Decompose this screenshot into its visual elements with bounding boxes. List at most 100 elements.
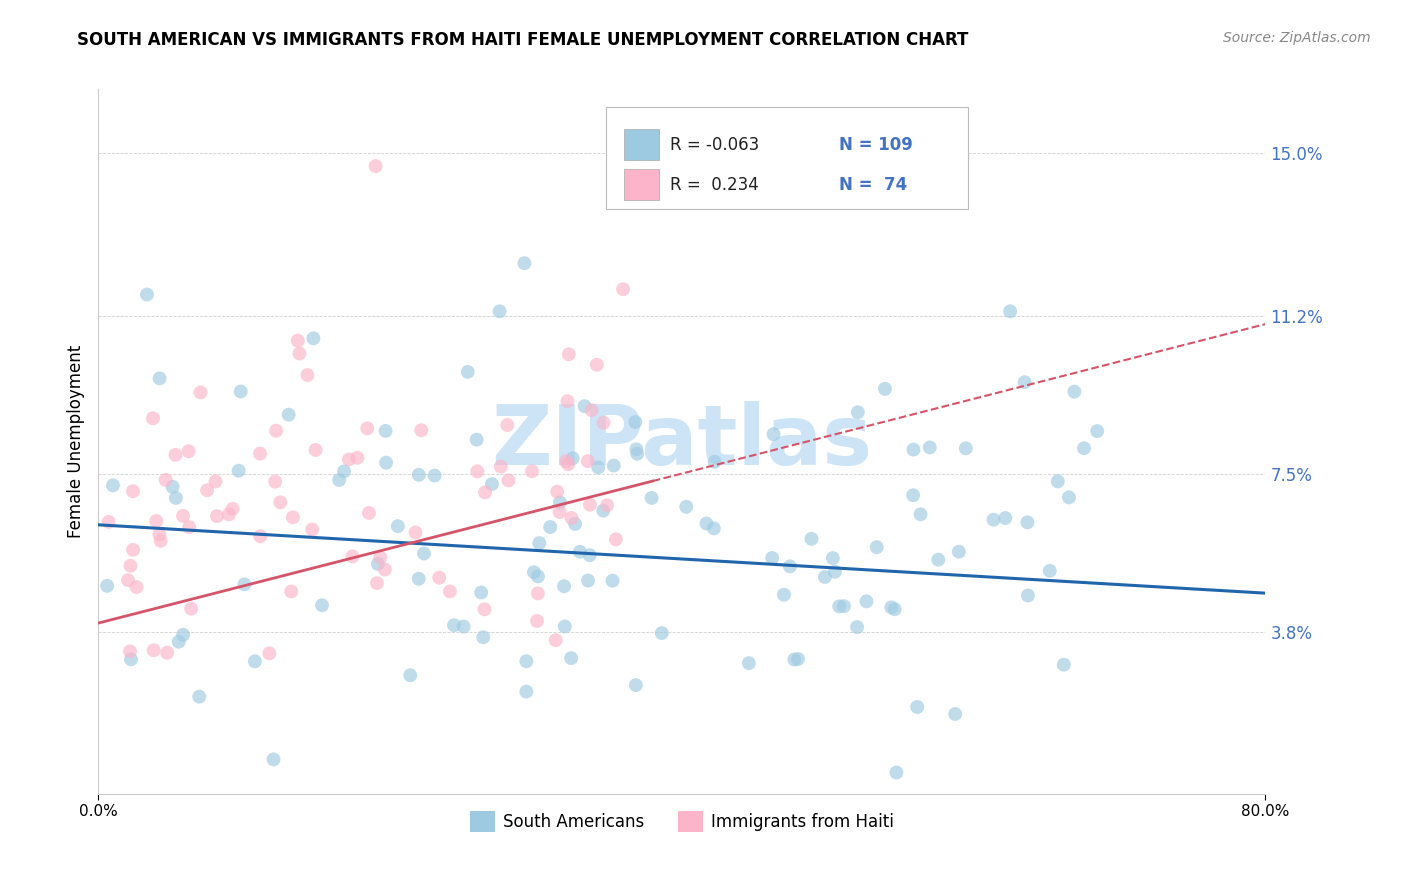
Point xyxy=(581,403,603,417)
Point xyxy=(824,565,846,579)
Text: ZIPatlas: ZIPatlas xyxy=(492,401,872,482)
Point xyxy=(761,551,783,566)
Point xyxy=(1039,564,1062,578)
Point xyxy=(546,484,568,499)
Point xyxy=(97,515,120,529)
Point xyxy=(304,442,326,457)
Point xyxy=(640,491,662,505)
Point xyxy=(787,652,810,666)
Point xyxy=(553,579,575,593)
Point xyxy=(779,559,801,574)
Point xyxy=(554,619,576,633)
Point xyxy=(496,417,519,432)
Point xyxy=(179,520,201,534)
Point xyxy=(557,394,579,409)
Point xyxy=(472,630,495,644)
Point xyxy=(364,159,387,173)
Point xyxy=(457,365,479,379)
Point xyxy=(297,368,319,382)
Point xyxy=(1057,491,1080,505)
Point xyxy=(846,620,869,634)
Point xyxy=(399,668,422,682)
Point xyxy=(162,480,184,494)
Point xyxy=(695,516,717,531)
Point xyxy=(821,551,844,566)
Text: R =  0.234: R = 0.234 xyxy=(671,176,759,194)
FancyBboxPatch shape xyxy=(606,107,967,209)
Point xyxy=(249,447,271,461)
Point xyxy=(180,601,202,615)
Point xyxy=(470,585,492,599)
Point xyxy=(576,454,599,468)
Point xyxy=(357,506,380,520)
Point xyxy=(603,458,626,473)
Point xyxy=(1063,384,1085,399)
Point xyxy=(626,442,648,457)
Point xyxy=(333,464,356,478)
Point xyxy=(520,464,543,478)
Point xyxy=(703,455,725,469)
Point xyxy=(578,548,600,562)
Point xyxy=(165,491,187,505)
Point xyxy=(423,468,446,483)
Point xyxy=(624,678,647,692)
Point xyxy=(443,618,465,632)
Point xyxy=(605,533,627,547)
Point xyxy=(148,371,170,385)
Point xyxy=(586,358,609,372)
Point xyxy=(576,574,599,588)
Point xyxy=(148,527,170,541)
Point xyxy=(229,384,252,399)
Point xyxy=(943,706,966,721)
Point xyxy=(596,498,619,512)
Point xyxy=(156,646,179,660)
Point xyxy=(259,646,281,660)
Point xyxy=(221,501,243,516)
Point xyxy=(548,495,571,509)
Point xyxy=(142,643,165,657)
Point xyxy=(529,536,551,550)
Point xyxy=(120,558,142,573)
Point xyxy=(277,408,299,422)
Point xyxy=(561,451,583,466)
Point xyxy=(783,652,806,666)
Point xyxy=(918,441,941,455)
Point xyxy=(172,628,194,642)
Point xyxy=(955,442,977,456)
Point xyxy=(264,475,287,489)
Point xyxy=(172,508,194,523)
Point xyxy=(243,654,266,668)
Point xyxy=(302,331,325,345)
Point xyxy=(155,473,177,487)
Text: Source: ZipAtlas.com: Source: ZipAtlas.com xyxy=(1223,31,1371,45)
Point xyxy=(120,652,142,666)
Point xyxy=(574,399,596,413)
Point xyxy=(626,447,648,461)
Point xyxy=(142,411,165,425)
Point xyxy=(411,423,433,437)
Point xyxy=(287,334,309,348)
Point xyxy=(474,602,496,616)
Point xyxy=(624,415,647,429)
Point xyxy=(337,452,360,467)
Point xyxy=(101,478,124,492)
Point xyxy=(167,634,190,648)
Point xyxy=(280,584,302,599)
Point xyxy=(773,588,796,602)
Point xyxy=(125,580,148,594)
Point xyxy=(983,513,1005,527)
Point xyxy=(474,485,496,500)
Point xyxy=(846,405,869,419)
Point xyxy=(564,516,586,531)
Point xyxy=(374,562,396,576)
Point xyxy=(481,477,503,491)
Point xyxy=(405,525,427,540)
Point xyxy=(905,700,928,714)
Point xyxy=(579,498,602,512)
Point xyxy=(1014,375,1036,389)
Point xyxy=(586,460,609,475)
Point xyxy=(515,684,537,698)
Point xyxy=(927,552,949,566)
Point xyxy=(561,511,583,525)
Point xyxy=(592,503,614,517)
